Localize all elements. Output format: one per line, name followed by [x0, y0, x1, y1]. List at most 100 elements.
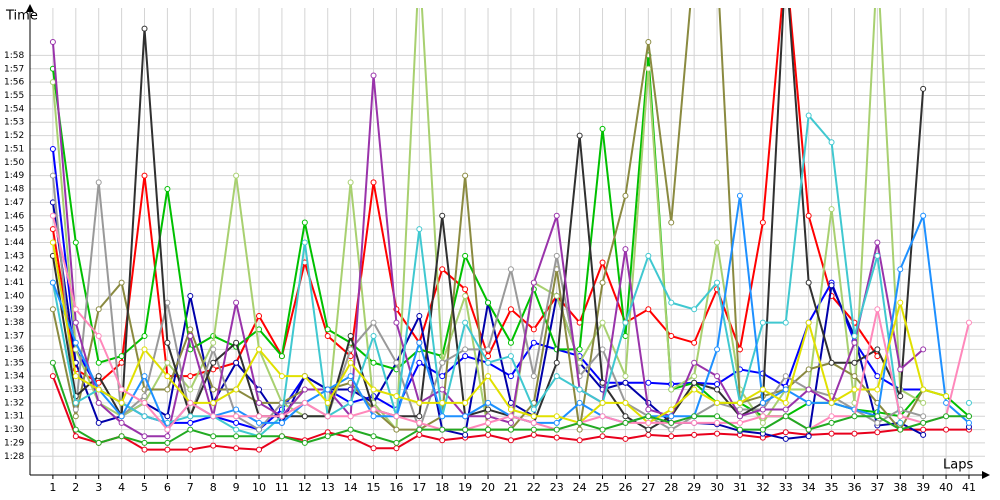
point	[576, 437, 583, 444]
point	[324, 413, 331, 420]
point	[874, 346, 881, 353]
point	[210, 346, 217, 353]
point	[49, 212, 56, 219]
x-tick-label: 17	[412, 481, 426, 494]
y-tick-label: 1:35	[4, 358, 24, 368]
point	[95, 419, 102, 426]
point	[95, 179, 102, 186]
point	[691, 431, 698, 438]
point	[622, 413, 629, 420]
point	[668, 406, 675, 413]
point	[416, 431, 423, 438]
y-tick-label: 1:28	[4, 452, 24, 462]
y-tick-label: 1:52	[4, 131, 24, 141]
y-tick-label: 1:30	[4, 425, 24, 435]
point	[347, 346, 354, 353]
point	[576, 132, 583, 139]
y-tick-label: 1:55	[4, 91, 24, 101]
point	[599, 346, 606, 353]
point	[324, 326, 331, 333]
point	[164, 439, 171, 446]
point	[736, 192, 743, 199]
point	[72, 399, 79, 406]
x-axis-title: Laps	[943, 458, 973, 473]
point	[347, 359, 354, 366]
point	[233, 433, 240, 440]
point	[210, 339, 217, 346]
point	[462, 292, 469, 299]
point	[553, 212, 560, 219]
point	[324, 386, 331, 393]
point	[691, 373, 698, 380]
x-tick-label: 7	[187, 481, 194, 494]
point	[462, 399, 469, 406]
point	[851, 373, 858, 380]
point	[851, 359, 858, 366]
x-tick-label: 2	[72, 481, 79, 494]
point	[897, 366, 904, 373]
point	[141, 333, 148, 340]
point	[49, 373, 56, 380]
x-tick-label: 31	[733, 481, 747, 494]
point	[530, 326, 537, 333]
point	[965, 319, 972, 326]
point	[164, 446, 171, 453]
point	[347, 413, 354, 420]
point	[965, 399, 972, 406]
point	[897, 419, 904, 426]
point	[439, 386, 446, 393]
point	[416, 413, 423, 420]
x-tick-label: 33	[779, 481, 793, 494]
point	[141, 393, 148, 400]
y-tick-label: 1:40	[4, 291, 24, 301]
point	[233, 299, 240, 306]
point	[714, 346, 721, 353]
point	[874, 306, 881, 313]
point	[278, 433, 285, 440]
point	[370, 72, 377, 79]
point	[187, 386, 194, 393]
point	[553, 426, 560, 433]
x-tick-label: 40	[939, 481, 953, 494]
point	[736, 426, 743, 433]
point	[462, 286, 469, 293]
y-axis-arrow	[26, 4, 34, 12]
point	[576, 399, 583, 406]
point	[210, 413, 217, 420]
point	[485, 406, 492, 413]
y-tick-label: 1:45	[4, 225, 24, 235]
point	[370, 359, 377, 366]
y-tick-label: 1:36	[4, 345, 24, 355]
point	[943, 413, 950, 420]
point	[645, 65, 652, 72]
point	[782, 429, 789, 436]
point	[805, 386, 812, 393]
x-tick-label: 12	[298, 481, 312, 494]
point	[141, 433, 148, 440]
point	[897, 299, 904, 306]
point	[782, 386, 789, 393]
point	[210, 433, 217, 440]
point	[553, 359, 560, 366]
point	[668, 433, 675, 440]
y-tick-label: 1:33	[4, 385, 24, 395]
x-tick-label: 20	[481, 481, 495, 494]
point	[943, 393, 950, 400]
point	[553, 419, 560, 426]
y-axis-title: Time	[5, 9, 38, 24]
x-tick-label: 21	[504, 481, 518, 494]
y-tick-label: 1:42	[4, 265, 24, 275]
point	[72, 239, 79, 246]
x-tick-label: 34	[802, 481, 816, 494]
point	[714, 239, 721, 246]
point	[645, 306, 652, 313]
point	[187, 413, 194, 420]
point	[507, 437, 514, 444]
point	[233, 413, 240, 420]
point	[920, 346, 927, 353]
point	[416, 359, 423, 366]
point	[118, 279, 125, 286]
point	[370, 333, 377, 340]
point	[622, 373, 629, 380]
point	[347, 399, 354, 406]
